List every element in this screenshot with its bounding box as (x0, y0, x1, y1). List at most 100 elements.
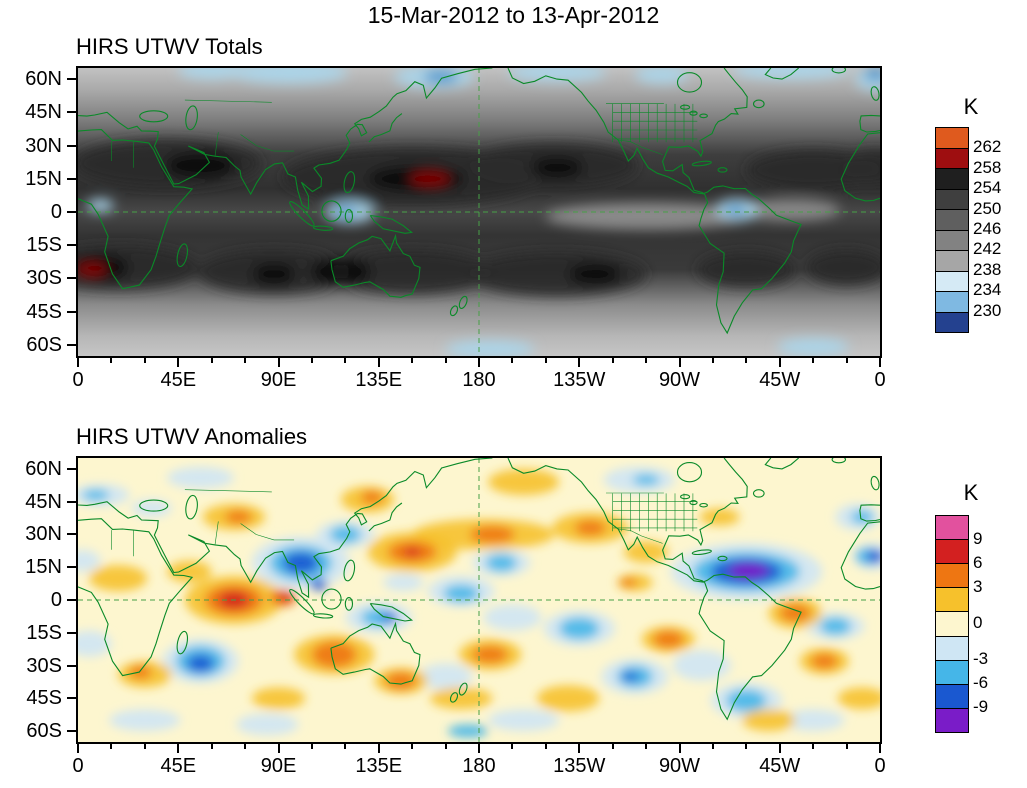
figure-title: 15-Mar-2012 to 13-Apr-2012 (367, 2, 660, 28)
x-axis-minor-tick (845, 358, 848, 363)
coastlines-totals (78, 68, 880, 335)
coastlines-anomalies (78, 458, 880, 721)
y-axis-tick (67, 111, 76, 114)
x-axis-tick (478, 744, 480, 753)
colorbar-cell (936, 209, 968, 230)
x-axis-minor-tick (411, 358, 414, 363)
colorbar-cell (936, 291, 968, 312)
x-axis-tick (377, 744, 380, 753)
y-tick-label: 60N (25, 457, 62, 480)
y-tick-label: 60S (26, 720, 62, 743)
x-axis-minor-tick (210, 358, 213, 363)
colorbar-tick-label: 242 (973, 239, 1002, 259)
y-tick-label: 45S (26, 687, 62, 710)
y-axis-tick (67, 697, 76, 700)
x-axis-minor-tick (444, 358, 447, 363)
totals-colorbar-unit: K (963, 94, 979, 119)
y-axis-tick (67, 244, 76, 247)
y-tick-label: 45S (26, 300, 62, 323)
colorbar-cell (936, 635, 968, 660)
x-axis-minor-tick (444, 744, 447, 749)
x-axis-tick (177, 358, 180, 367)
x-axis-minor-tick (812, 358, 815, 363)
x-axis-minor-tick (611, 744, 614, 749)
x-tick-label: 0 (874, 369, 886, 391)
x-axis-minor-tick (511, 358, 514, 363)
totals-colorbar (935, 127, 969, 333)
y-tick-label: 60S (26, 333, 62, 356)
colorbar-cell (936, 311, 968, 332)
colorbar-cell (936, 250, 968, 271)
x-axis-minor-tick (110, 744, 113, 749)
y-axis-tick (67, 177, 76, 180)
y-axis-tick (67, 533, 76, 536)
y-axis-tick (67, 467, 76, 470)
colorbar-tick-label: 0 (973, 613, 983, 632)
x-axis-minor-tick (411, 744, 414, 749)
colorbar-tick-label: 238 (973, 259, 1002, 279)
y-tick-label: 15N (25, 167, 62, 190)
x-axis-minor-tick (544, 744, 547, 749)
colorbar-tick-label: 250 (973, 198, 1002, 218)
x-axis-minor-tick (745, 358, 748, 363)
y-axis-tick (67, 599, 76, 601)
y-axis-tick (67, 631, 76, 634)
colorbar-cell (936, 539, 968, 564)
colorbar-tick-label: 9 (973, 528, 983, 548)
colorbar-tick-label: 3 (973, 576, 983, 596)
x-axis-tick (277, 744, 280, 753)
colorbar-cell (936, 168, 968, 189)
y-tick-label: 0 (50, 201, 62, 223)
x-axis-minor-tick (645, 358, 648, 363)
anomalies-colorbar-unit: K (963, 480, 979, 505)
x-axis-minor-tick (244, 744, 247, 749)
x-tick-label: 45W (759, 755, 801, 777)
colorbar-tick-label: 262 (973, 137, 1002, 157)
x-axis-minor-tick (143, 744, 146, 749)
y-tick-label: 30N (25, 134, 62, 157)
colorbar-tick-label: 234 (973, 280, 1002, 300)
y-tick-label: 30S (26, 267, 62, 290)
x-axis-minor-tick (711, 744, 714, 749)
y-tick-label: 0 (50, 589, 62, 611)
y-tick-label: 45N (25, 101, 62, 124)
x-axis-tick (277, 358, 280, 367)
y-tick-label: 15N (25, 556, 62, 579)
y-axis-tick (67, 144, 76, 147)
colorbar-tick-label: -6 (973, 673, 989, 692)
colorbar-cell (936, 563, 968, 588)
x-axis-minor-tick (745, 744, 748, 749)
colorbar-cell (936, 659, 968, 684)
x-axis-minor-tick (544, 358, 547, 363)
x-axis-tick (77, 744, 79, 753)
x-axis-minor-tick (110, 358, 113, 363)
y-axis-tick (67, 343, 76, 346)
x-axis-minor-tick (344, 744, 347, 749)
x-tick-label: 135W (553, 755, 606, 777)
anomalies-map-svg (78, 458, 880, 742)
colorbar-tick-label: 246 (973, 219, 1002, 238)
colorbar-tick-label: -9 (973, 697, 989, 716)
x-axis-minor-tick (344, 358, 347, 363)
y-axis-tick (67, 277, 76, 280)
x-axis-tick (578, 358, 581, 367)
colorbar-cell (936, 611, 968, 636)
x-axis-minor-tick (244, 358, 247, 363)
colorbar-tick-label: 254 (973, 178, 1002, 198)
colorbar-cell (936, 707, 968, 732)
x-tick-label: 90E (260, 369, 297, 391)
x-tick-label: 0 (72, 755, 84, 777)
colorbar-cell (936, 587, 968, 612)
colorbar-cell (936, 270, 968, 291)
x-axis-minor-tick (310, 358, 313, 363)
colorbar-cell (936, 147, 968, 168)
y-axis-tick (67, 664, 76, 667)
y-axis-tick (67, 566, 76, 569)
x-axis-minor-tick (611, 358, 614, 363)
y-axis-tick (67, 500, 76, 503)
x-axis-tick (377, 358, 380, 367)
y-axis-tick (67, 211, 76, 213)
y-tick-label: 15S (26, 234, 62, 257)
x-tick-label: 135E (355, 369, 403, 391)
